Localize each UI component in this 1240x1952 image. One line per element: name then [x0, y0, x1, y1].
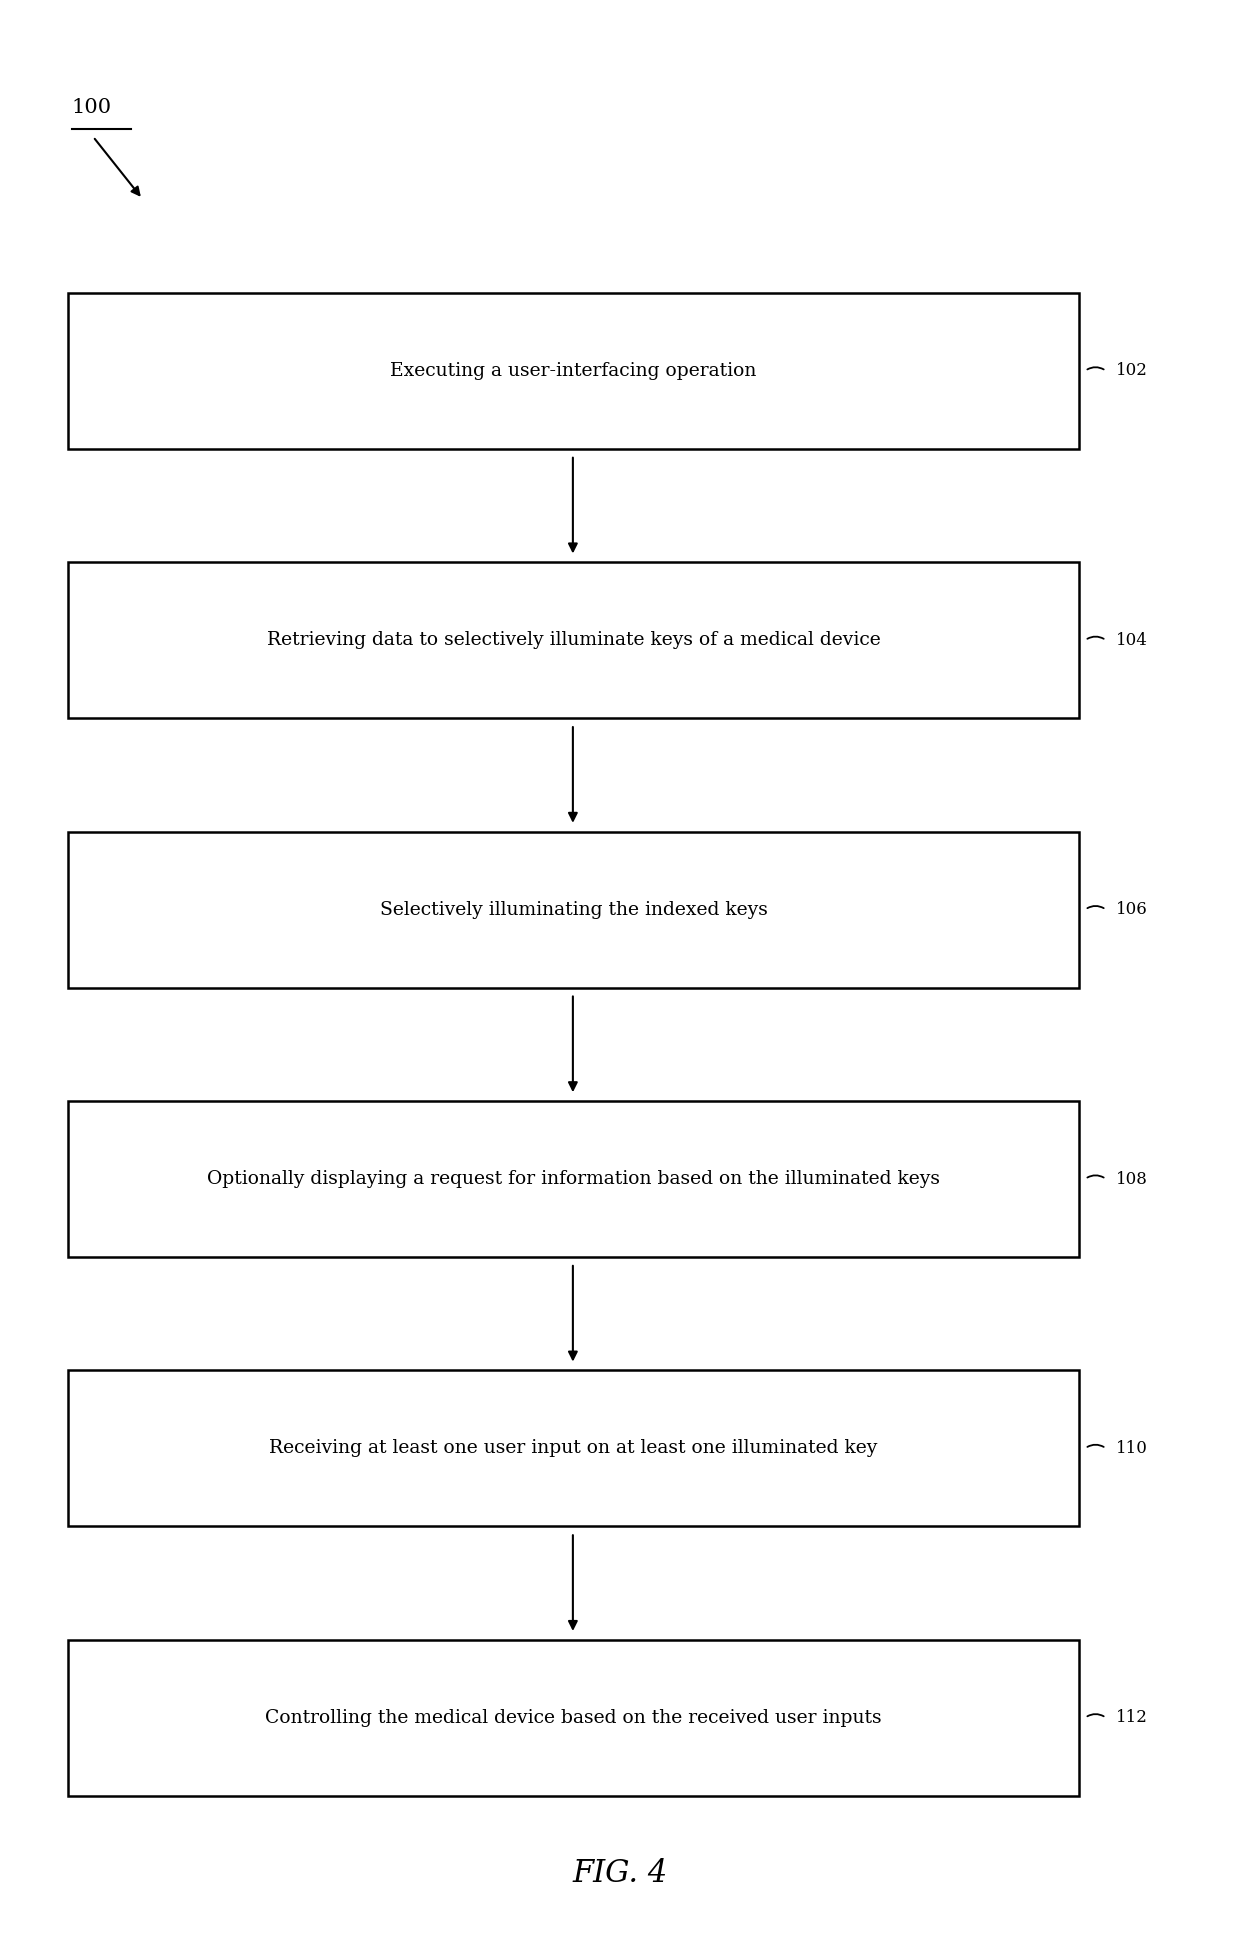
- Text: 100: 100: [72, 98, 112, 117]
- Text: 102: 102: [1116, 363, 1148, 379]
- Bar: [68, 1640, 1079, 1796]
- Text: 112: 112: [1116, 1710, 1148, 1726]
- Text: 106: 106: [1116, 902, 1148, 917]
- Text: Controlling the medical device based on the received user inputs: Controlling the medical device based on …: [265, 1708, 882, 1728]
- Text: Receiving at least one user input on at least one illuminated key: Receiving at least one user input on at …: [269, 1439, 878, 1458]
- Text: 104: 104: [1116, 632, 1148, 648]
- Bar: [68, 1370, 1079, 1526]
- Bar: [68, 293, 1079, 449]
- Bar: [68, 832, 1079, 988]
- Text: 110: 110: [1116, 1441, 1148, 1456]
- Bar: [68, 1101, 1079, 1257]
- Text: Retrieving data to selectively illuminate keys of a medical device: Retrieving data to selectively illuminat…: [267, 630, 880, 650]
- Bar: [68, 562, 1079, 718]
- Text: FIG. 4: FIG. 4: [573, 1858, 667, 1890]
- Text: Optionally displaying a request for information based on the illuminated keys: Optionally displaying a request for info…: [207, 1169, 940, 1189]
- Text: Selectively illuminating the indexed keys: Selectively illuminating the indexed key…: [379, 900, 768, 919]
- Text: 108: 108: [1116, 1171, 1148, 1187]
- Text: Executing a user-interfacing operation: Executing a user-interfacing operation: [391, 361, 756, 381]
